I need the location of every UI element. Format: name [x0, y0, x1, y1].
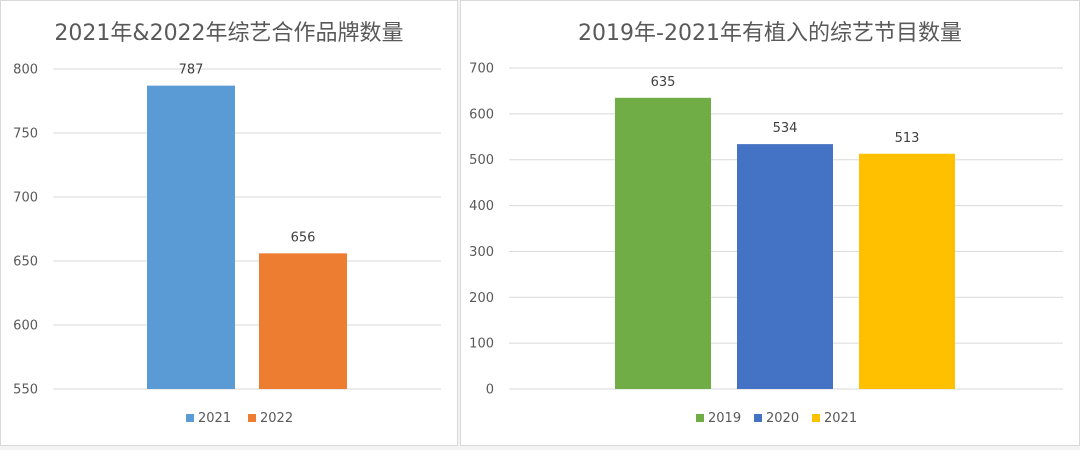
- chart-brands-svg: 550 600 650 700 750 800 787 656 2021 2022: [13, 63, 441, 426]
- y-tick-label-300: 300: [469, 245, 494, 260]
- bar-2021: [859, 153, 955, 389]
- legend-label-2022: 2022: [260, 411, 293, 426]
- y-tick-label-500: 500: [469, 153, 494, 168]
- bar-2020: [737, 144, 833, 389]
- y-tick-label-550: 550: [13, 383, 38, 398]
- legend-swatch-2022: [248, 414, 256, 422]
- bar-2022: [259, 253, 347, 389]
- y-tick-label-600: 600: [469, 107, 494, 122]
- bar-2021: [147, 85, 235, 389]
- y-tick-label-0: 0: [486, 383, 494, 398]
- y-tick-label-400: 400: [469, 199, 494, 214]
- y-tick-label-650: 650: [13, 255, 38, 270]
- chart-programs-svg: 0 100 200 300 400 500 600 700 635 534 513 2019 2020 2…: [469, 62, 1063, 426]
- y-tick-label-600: 600: [13, 319, 38, 334]
- chart-title-brands: 2021年&2022年综艺合作品牌数量: [54, 21, 404, 46]
- y-tick-label-100: 100: [469, 337, 494, 352]
- data-label-2021: 513: [895, 131, 920, 146]
- legend-label-2019: 2019: [708, 411, 741, 426]
- data-label-2021: 787: [179, 63, 204, 78]
- chart-panel-brands: 2021年&2022年综艺合作品牌数量 550 600 650 700 750 800 78…: [0, 0, 458, 446]
- y-tick-label-200: 200: [469, 291, 494, 306]
- y-tick-label-700: 700: [13, 191, 38, 206]
- chart-panel-programs: 2019年-2021年有植入的综艺节目数量 0 100 200 300 400 500 60…: [460, 0, 1080, 446]
- legend-label-2020: 2020: [766, 411, 799, 426]
- legend-swatch-2021: [186, 414, 194, 422]
- legend-swatch-2021: [812, 414, 820, 422]
- legend-label-2021: 2021: [824, 411, 857, 426]
- legend-label-2021: 2021: [198, 411, 231, 426]
- bar-2019: [615, 97, 711, 390]
- chart-title-programs: 2019年-2021年有植入的综艺节目数量: [578, 21, 962, 46]
- y-tick-label-700: 700: [469, 62, 494, 77]
- data-label-2022: 656: [291, 230, 316, 245]
- data-label-2020: 534: [773, 121, 798, 136]
- y-tick-label-800: 800: [13, 63, 38, 78]
- y-tick-label-750: 750: [13, 127, 38, 142]
- legend-swatch-2019: [696, 414, 704, 422]
- data-label-2019: 635: [651, 75, 676, 90]
- legend-swatch-2020: [754, 414, 762, 422]
